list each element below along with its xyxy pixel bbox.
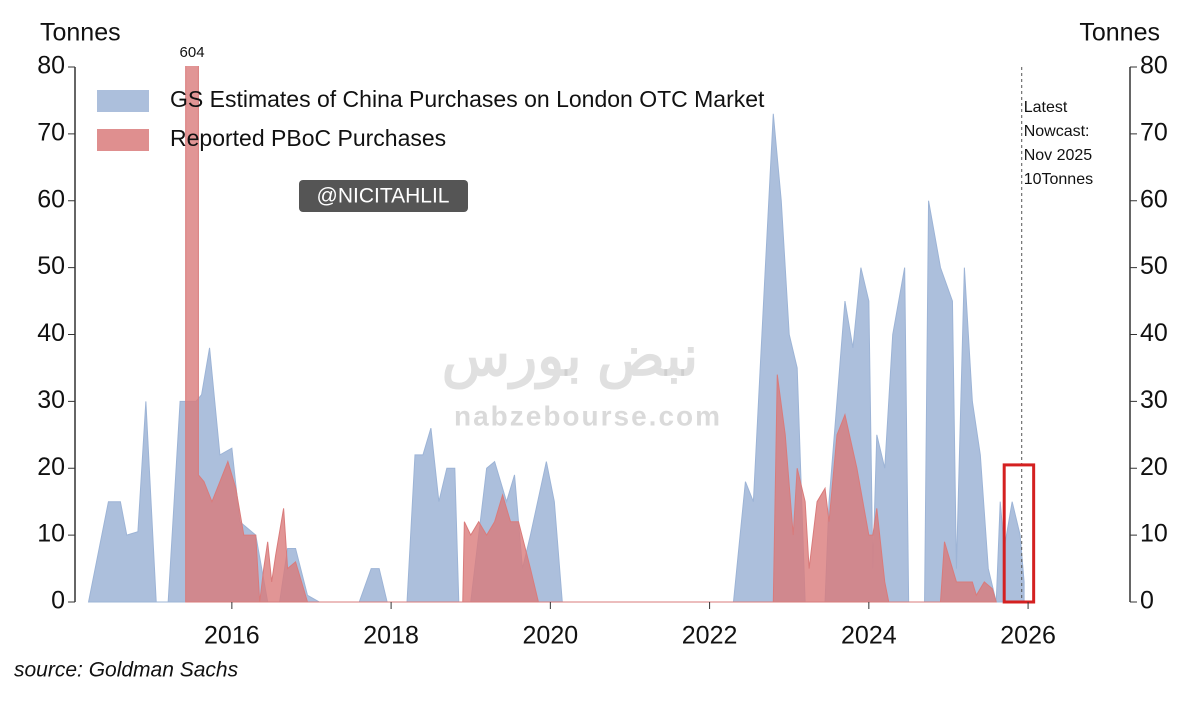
y2-tick-label: 30 [1140, 386, 1168, 414]
area [185, 66, 997, 603]
x-tick-label: 2022 [682, 622, 738, 650]
y2-tick-label: 60 [1140, 185, 1168, 213]
y-tick-label: 20 [37, 453, 65, 481]
y-tick-label: 50 [37, 252, 65, 280]
x-tick-label: 2018 [363, 622, 419, 650]
legend-swatch [97, 129, 149, 151]
y-tick-label: 80 [37, 52, 65, 80]
nowcast-text: 10Tonnes [1024, 171, 1093, 188]
y-tick-label: 40 [37, 319, 65, 347]
y2-tick-label: 50 [1140, 252, 1168, 280]
watermark: nabzebourse.com [454, 400, 722, 431]
y2-tick-label: 0 [1140, 587, 1154, 615]
y2-tick-label: 70 [1140, 118, 1168, 146]
y2-tick-label: 40 [1140, 319, 1168, 347]
nowcast-text: Nov 2025 [1024, 147, 1093, 164]
watermark-box [299, 180, 468, 212]
watermark: نبض بورس [442, 324, 699, 390]
y2-tick-label: 10 [1140, 520, 1168, 548]
y2-tick-label: 80 [1140, 52, 1168, 80]
legend-swatch [97, 90, 149, 112]
overflow-label: 604 [180, 44, 205, 61]
nowcast-text: Latest [1024, 99, 1068, 116]
x-tick-label: 2026 [1000, 622, 1056, 650]
y-tick-label: 10 [37, 520, 65, 548]
x-tick-label: 2016 [204, 622, 260, 650]
y-tick-label: 30 [37, 386, 65, 414]
legend-label: Reported PBoC Purchases [170, 125, 446, 151]
y-axis-label: Tonnes [40, 19, 121, 47]
y2-axis-label: Tonnes [1079, 19, 1160, 47]
x-tick-label: 2020 [523, 622, 579, 650]
nowcast-text: Nowcast: [1024, 123, 1090, 140]
y-tick-label: 60 [37, 185, 65, 213]
y2-tick-label: 20 [1140, 453, 1168, 481]
source: source: Goldman Sachs [14, 659, 239, 682]
y-tick-label: 70 [37, 118, 65, 146]
y-tick-label: 0 [51, 587, 65, 615]
watermark: @NICITAHLIL [317, 185, 450, 208]
legend-label: GS Estimates of China Purchases on Londo… [170, 86, 765, 112]
highlight-box [1002, 463, 1036, 604]
x-tick-label: 2024 [841, 622, 897, 650]
